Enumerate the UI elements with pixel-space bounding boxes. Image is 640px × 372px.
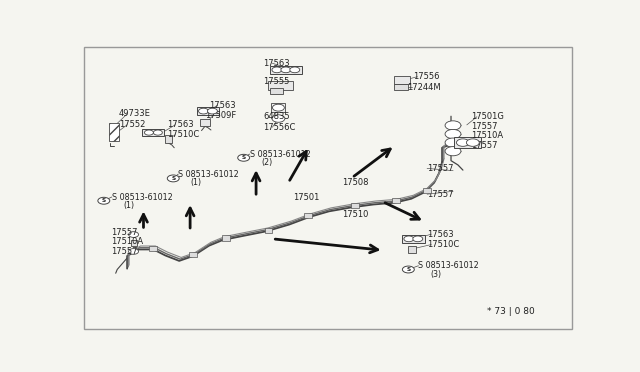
- Text: 17556: 17556: [413, 72, 440, 81]
- Circle shape: [290, 67, 300, 73]
- Text: 17510A: 17510A: [111, 237, 143, 246]
- Text: 17510A: 17510A: [471, 131, 503, 140]
- Circle shape: [445, 147, 461, 156]
- Circle shape: [467, 139, 479, 146]
- Text: * 73 | 0 80: * 73 | 0 80: [486, 307, 534, 316]
- Circle shape: [167, 175, 179, 182]
- Bar: [402, 235, 425, 243]
- Bar: [109, 124, 118, 141]
- Circle shape: [445, 129, 461, 139]
- Circle shape: [98, 197, 110, 204]
- Circle shape: [445, 138, 461, 147]
- Circle shape: [456, 139, 469, 146]
- Bar: [394, 76, 410, 84]
- Text: 17501: 17501: [293, 193, 319, 202]
- Text: 17510: 17510: [342, 210, 368, 219]
- Bar: [408, 246, 416, 253]
- Text: 17510C: 17510C: [428, 240, 460, 249]
- Text: 17563: 17563: [428, 230, 454, 239]
- Text: 17563: 17563: [209, 101, 236, 110]
- Bar: [270, 66, 301, 74]
- Bar: [165, 135, 172, 143]
- Text: S: S: [171, 176, 175, 181]
- Text: 17557: 17557: [428, 164, 454, 173]
- Text: S: S: [242, 155, 246, 160]
- Bar: [189, 252, 197, 257]
- Text: S: S: [102, 198, 106, 203]
- Bar: [270, 89, 283, 94]
- Text: 64835: 64835: [264, 112, 290, 121]
- Text: 17509F: 17509F: [205, 111, 236, 120]
- Bar: [196, 107, 220, 115]
- Bar: [222, 235, 230, 241]
- Bar: [271, 103, 285, 112]
- Text: S 08513-61012: S 08513-61012: [178, 170, 239, 179]
- Circle shape: [129, 248, 138, 254]
- Circle shape: [413, 236, 423, 242]
- Circle shape: [154, 130, 163, 135]
- Circle shape: [129, 232, 138, 237]
- Circle shape: [237, 154, 250, 161]
- Bar: [200, 119, 211, 126]
- Circle shape: [207, 108, 218, 114]
- Circle shape: [198, 108, 209, 114]
- Bar: [269, 81, 293, 90]
- Text: 17557: 17557: [471, 141, 497, 150]
- Circle shape: [403, 266, 414, 273]
- Text: S 08513-61012: S 08513-61012: [419, 261, 479, 270]
- Text: S 08513-61012: S 08513-61012: [250, 150, 310, 158]
- Circle shape: [145, 130, 154, 135]
- Circle shape: [281, 67, 291, 73]
- Bar: [423, 187, 431, 193]
- Bar: [264, 228, 273, 233]
- Circle shape: [273, 104, 284, 111]
- Text: 17501G: 17501G: [471, 112, 504, 121]
- Bar: [150, 246, 157, 251]
- Bar: [394, 84, 408, 90]
- Circle shape: [272, 115, 285, 122]
- Text: 17557: 17557: [471, 122, 497, 131]
- Text: S: S: [406, 267, 410, 272]
- Circle shape: [272, 67, 282, 73]
- Text: 17556C: 17556C: [264, 123, 296, 132]
- Text: 17557: 17557: [111, 228, 137, 237]
- Bar: [304, 213, 312, 218]
- Text: 17244M: 17244M: [408, 83, 441, 92]
- Text: 17563: 17563: [264, 59, 290, 68]
- Text: (2): (2): [261, 158, 272, 167]
- Bar: [131, 240, 136, 246]
- Text: 17557: 17557: [428, 190, 454, 199]
- Text: 17555: 17555: [264, 77, 290, 86]
- Bar: [454, 137, 481, 148]
- Text: (1): (1): [190, 178, 201, 187]
- Circle shape: [445, 121, 461, 130]
- Text: S 08513-61012: S 08513-61012: [112, 193, 173, 202]
- Bar: [351, 203, 359, 208]
- Circle shape: [404, 236, 414, 242]
- Text: (3): (3): [430, 270, 442, 279]
- Bar: [143, 129, 164, 136]
- Bar: [392, 198, 401, 203]
- Text: 17552: 17552: [118, 121, 145, 129]
- Text: 17510C: 17510C: [167, 130, 199, 140]
- Text: (1): (1): [124, 201, 135, 210]
- Text: 17508: 17508: [342, 178, 369, 187]
- Text: 17557: 17557: [111, 247, 137, 256]
- Text: 49733E: 49733E: [118, 109, 150, 118]
- Text: 17563: 17563: [167, 121, 193, 129]
